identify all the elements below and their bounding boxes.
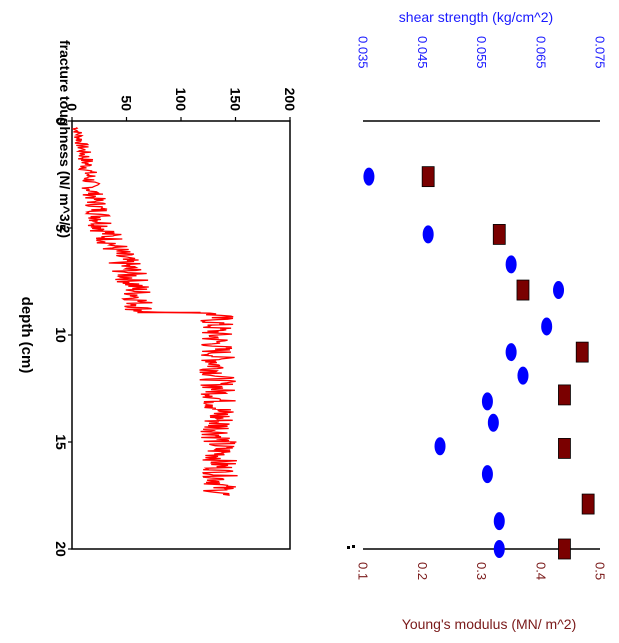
youngs-modulus-point (581, 493, 595, 515)
shear-strength-point (422, 225, 434, 244)
toughness-tick-label: 100 (173, 88, 189, 112)
shear-strength-point (493, 512, 505, 531)
modulus-tick-label: 0.4 (533, 562, 548, 580)
shear-axis-label: shear strength (kg/cm^2) (399, 9, 553, 25)
toughness-line (71, 126, 238, 496)
shear-strength-point (505, 255, 517, 274)
toughness-tick-label: 200 (282, 88, 298, 112)
shear-strength-point (493, 540, 505, 558)
shear-tick-label: 0.075 (593, 36, 608, 69)
depth-tick-label: 10 (53, 327, 69, 343)
modulus-tick-label: 0.3 (474, 562, 489, 580)
youngs-modulus-point (421, 166, 435, 188)
shear-strength-point (541, 317, 553, 336)
youngs-modulus-point (558, 538, 571, 560)
shear-strength-point (553, 281, 565, 300)
youngs-modulus-point (492, 224, 506, 245)
youngs-modulus-point (558, 384, 571, 406)
shear-tick-label: 0.065 (533, 36, 548, 69)
shear-strength-point (481, 465, 493, 484)
depth-axis-label: depth (cm) (18, 297, 35, 374)
shear-tick-label: 0.055 (474, 36, 489, 69)
shear-strength-point (487, 413, 499, 432)
shear-tick-labels: 0.035 0.045 0.055 0.065 0.075 (356, 36, 608, 69)
youngs-modulus-point (558, 438, 571, 459)
shear-tick-label: 0.045 (415, 36, 430, 69)
toughness-tick-labels: 0 50 100 150 200 (64, 88, 298, 121)
depth-tick-label: 0 (53, 117, 69, 125)
strength-panel: 0.035 0.045 0.055 0.065 0.075 0.1 0.2 0.3 0.4 0.… (347, 9, 608, 632)
modulus-tick-label: 0.2 (415, 562, 430, 580)
strength-series (363, 166, 595, 560)
toughness-axis-label: fracture toughness (N/ m^3/2) (57, 40, 73, 238)
depth-tick-labels: 0 5 10 15 20 (53, 117, 72, 557)
depth-tick-label: 15 (53, 434, 69, 450)
toughness-series (71, 126, 238, 496)
shear-strength-point (517, 366, 529, 385)
modulus-axis-label: Young's modulus (MN/ m^2) (402, 616, 576, 632)
toughness-plot-frame (71, 120, 291, 550)
corner-marker (352, 545, 355, 548)
modulus-tick-label: 0.5 (593, 562, 608, 580)
toughness-tick-label: 0 (64, 103, 80, 111)
modulus-tick-labels: 0.1 0.2 0.3 0.4 0.5 (356, 562, 608, 580)
toughness-tick-label: 150 (228, 88, 244, 112)
toughness-panel: 0 5 10 15 20 0 50 100 150 200 depth (cm) fractur… (18, 40, 298, 557)
corner-marker (347, 546, 350, 549)
youngs-modulus-point (575, 341, 589, 363)
depth-tick-label: 5 (53, 224, 69, 232)
shear-strength-point (505, 343, 517, 362)
shear-strength-point (363, 167, 375, 186)
shear-tick-label: 0.035 (356, 36, 371, 69)
modulus-tick-label: 0.1 (356, 562, 371, 580)
shear-strength-point (481, 392, 493, 411)
shear-strength-point (434, 437, 446, 456)
youngs-modulus-point (516, 279, 530, 301)
toughness-tick-label: 50 (119, 95, 135, 111)
depth-tick-label: 20 (53, 541, 69, 557)
